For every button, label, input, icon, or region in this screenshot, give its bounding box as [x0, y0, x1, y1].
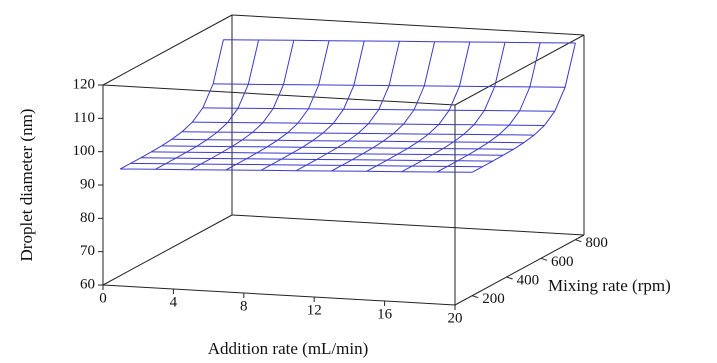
surface-column — [436, 42, 541, 173]
z-tick-label: 90 — [80, 176, 95, 192]
y-tick-label: 600 — [551, 254, 574, 270]
z-tick-label: 100 — [73, 143, 96, 159]
box-edge — [102, 284, 456, 306]
box-edge — [102, 14, 233, 86]
y-tick-label: 800 — [585, 235, 608, 251]
y-tick-label: 200 — [482, 291, 505, 307]
box-edge — [454, 34, 585, 106]
surface-column — [260, 40, 365, 171]
surface-column — [155, 39, 260, 170]
z-tick-label: 80 — [80, 210, 95, 226]
surface-column — [119, 39, 224, 170]
z-tick-label: 60 — [80, 276, 95, 292]
y-tick — [540, 257, 548, 261]
surface-column — [401, 42, 506, 173]
x-tick-label: 8 — [240, 298, 248, 314]
y-tick-label: 400 — [517, 272, 540, 288]
box-edge — [231, 14, 585, 36]
y-tick — [472, 295, 479, 299]
surface-column — [295, 41, 400, 172]
x-tick-label: 12 — [307, 302, 322, 318]
y-tick — [506, 276, 513, 280]
surface-column — [331, 41, 436, 172]
z-tick-label: 120 — [73, 76, 96, 92]
surface-column — [190, 40, 295, 171]
box-edge — [454, 234, 585, 306]
y-axis-label: Mixing rate (rpm) — [548, 276, 671, 295]
x-tick-label: 20 — [448, 310, 463, 326]
y-tick — [575, 239, 582, 243]
x-tick-label: 16 — [377, 306, 393, 322]
x-axis-label: Addition rate (mL/min) — [208, 339, 369, 358]
x-tick-label: 0 — [99, 290, 107, 306]
x-tick-label: 4 — [170, 294, 178, 310]
surface-column — [225, 40, 330, 171]
box-edge — [102, 214, 233, 286]
z-tick-label: 110 — [73, 110, 95, 126]
surface-column — [471, 42, 576, 173]
box-edge — [231, 214, 585, 236]
surface-column — [366, 41, 471, 172]
z-tick-label: 70 — [80, 243, 95, 259]
z-axis-label: Droplet diameter (nm) — [17, 109, 36, 262]
